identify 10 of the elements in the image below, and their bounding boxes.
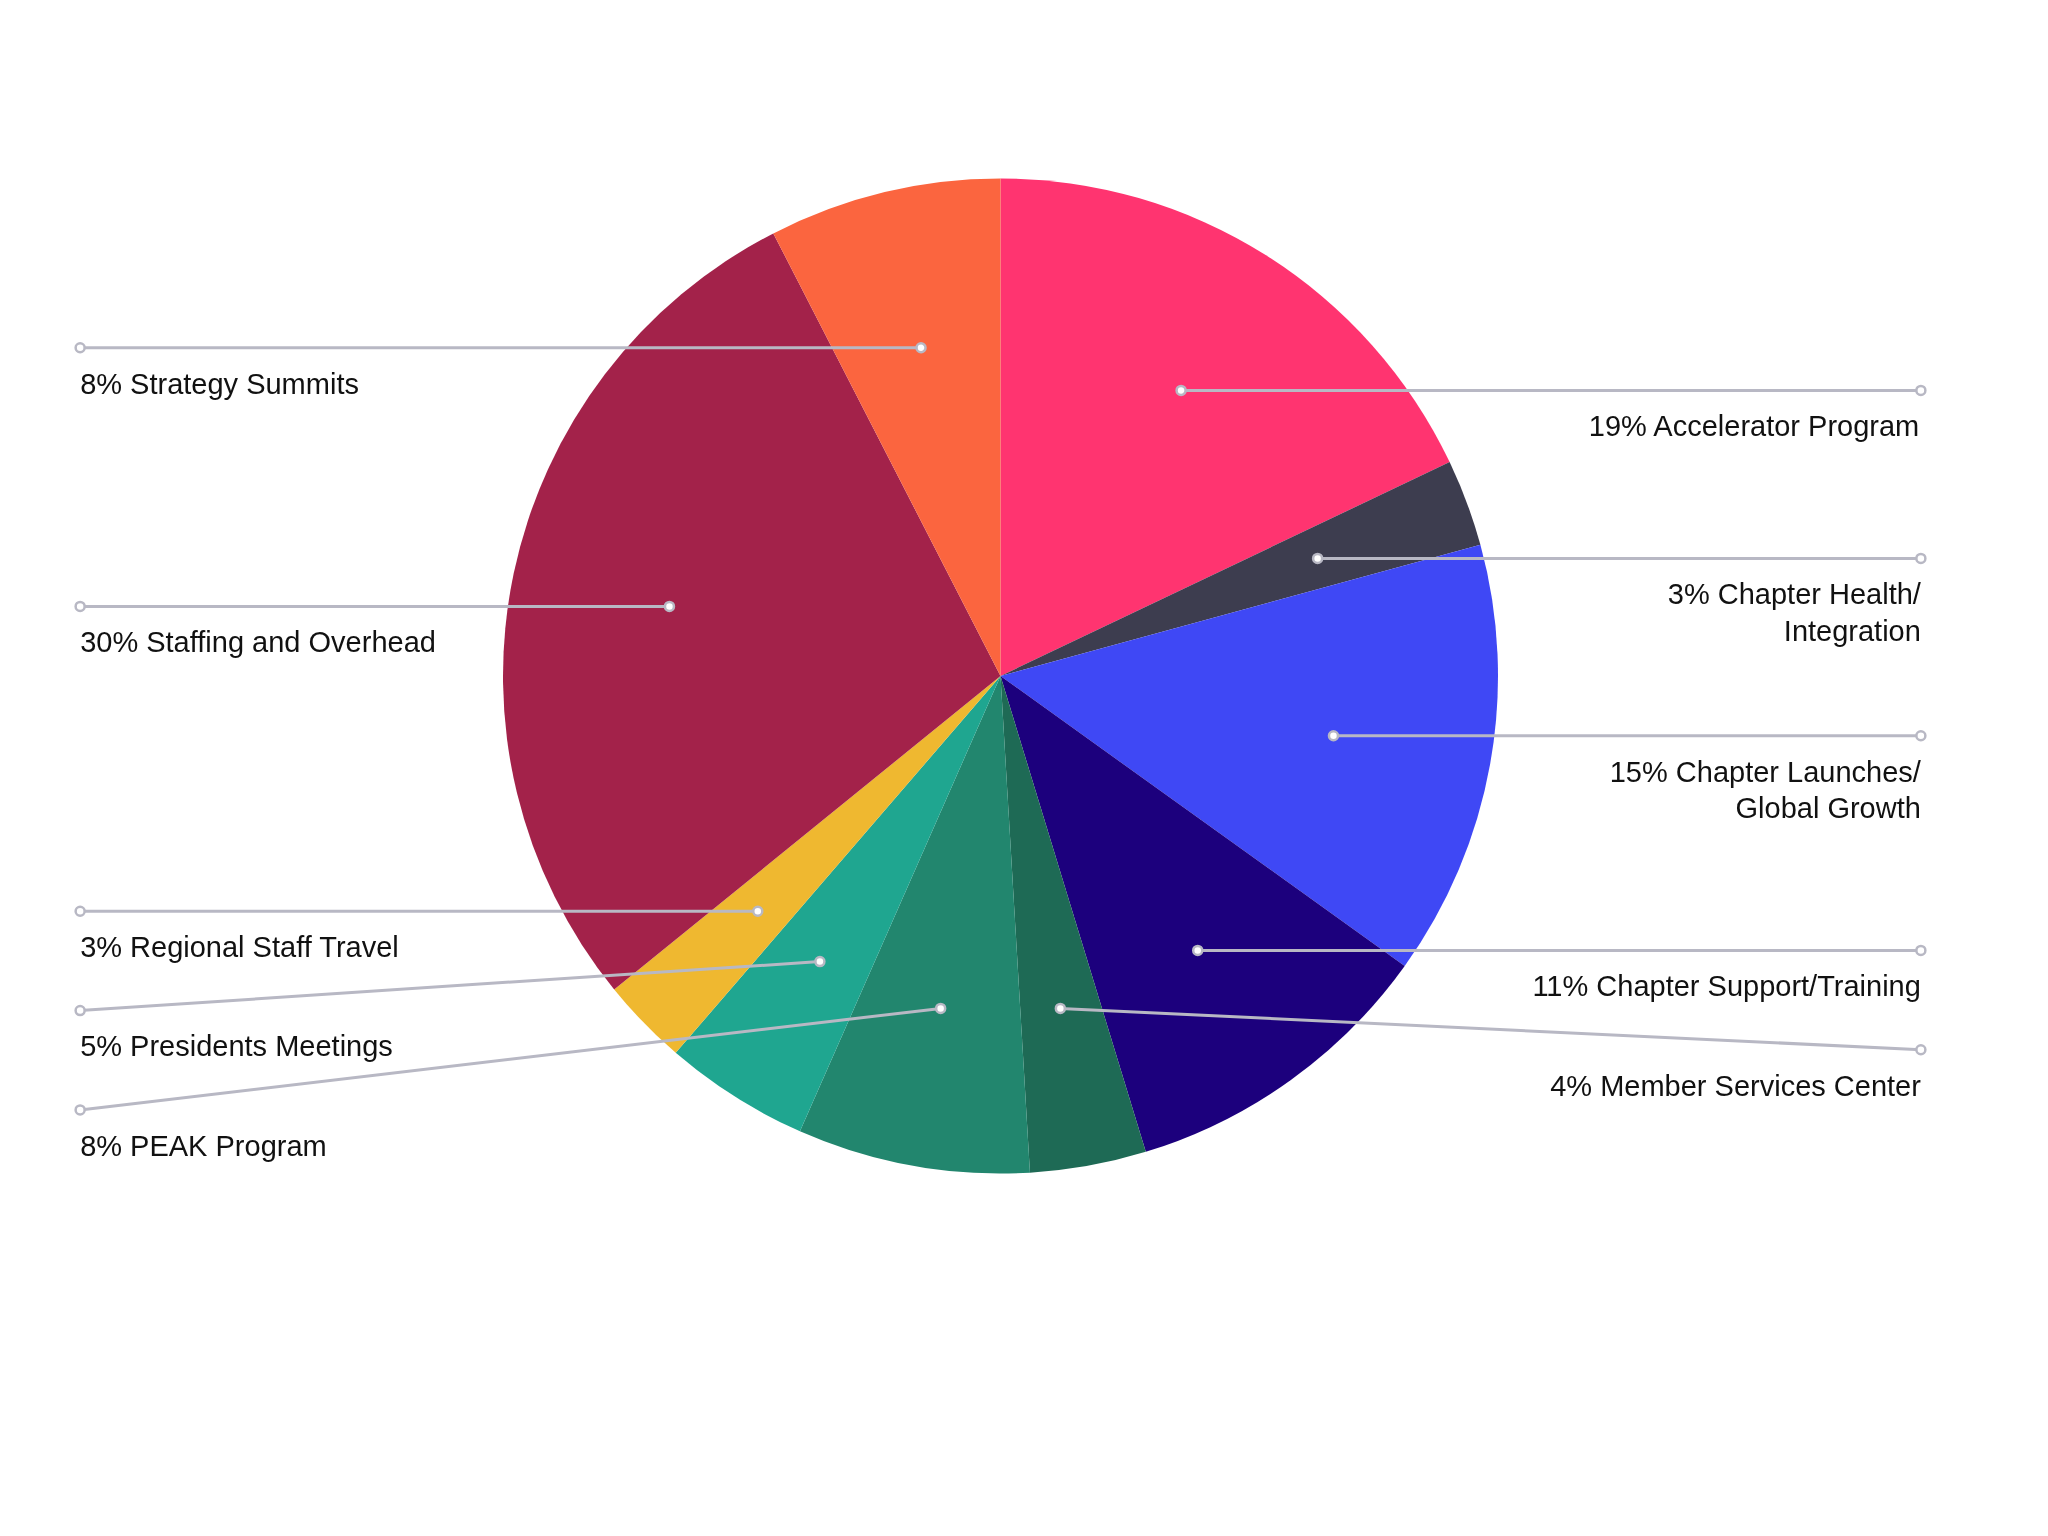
slice-label: 8% PEAK Program — [80, 1129, 327, 1162]
slice-label: 11% Chapter Support/Training — [1532, 970, 1921, 1003]
slice-label: 8% Strategy Summits — [80, 367, 359, 400]
slice-label: 19% Accelerator Program — [1588, 410, 1920, 443]
slice-label: 5% Presidents Meetings — [80, 1030, 393, 1063]
slice-label: 4% Member Services Center — [1550, 1069, 1922, 1102]
slice-label: 30% Staffing and Overhead — [80, 626, 436, 659]
slice-label: 3% Regional Staff Travel — [80, 931, 399, 964]
slice-label: 3% Chapter Health/ Integration — [1667, 578, 1922, 648]
slice-label: 15% Chapter Launches/ Global Growth — [1609, 755, 1922, 825]
